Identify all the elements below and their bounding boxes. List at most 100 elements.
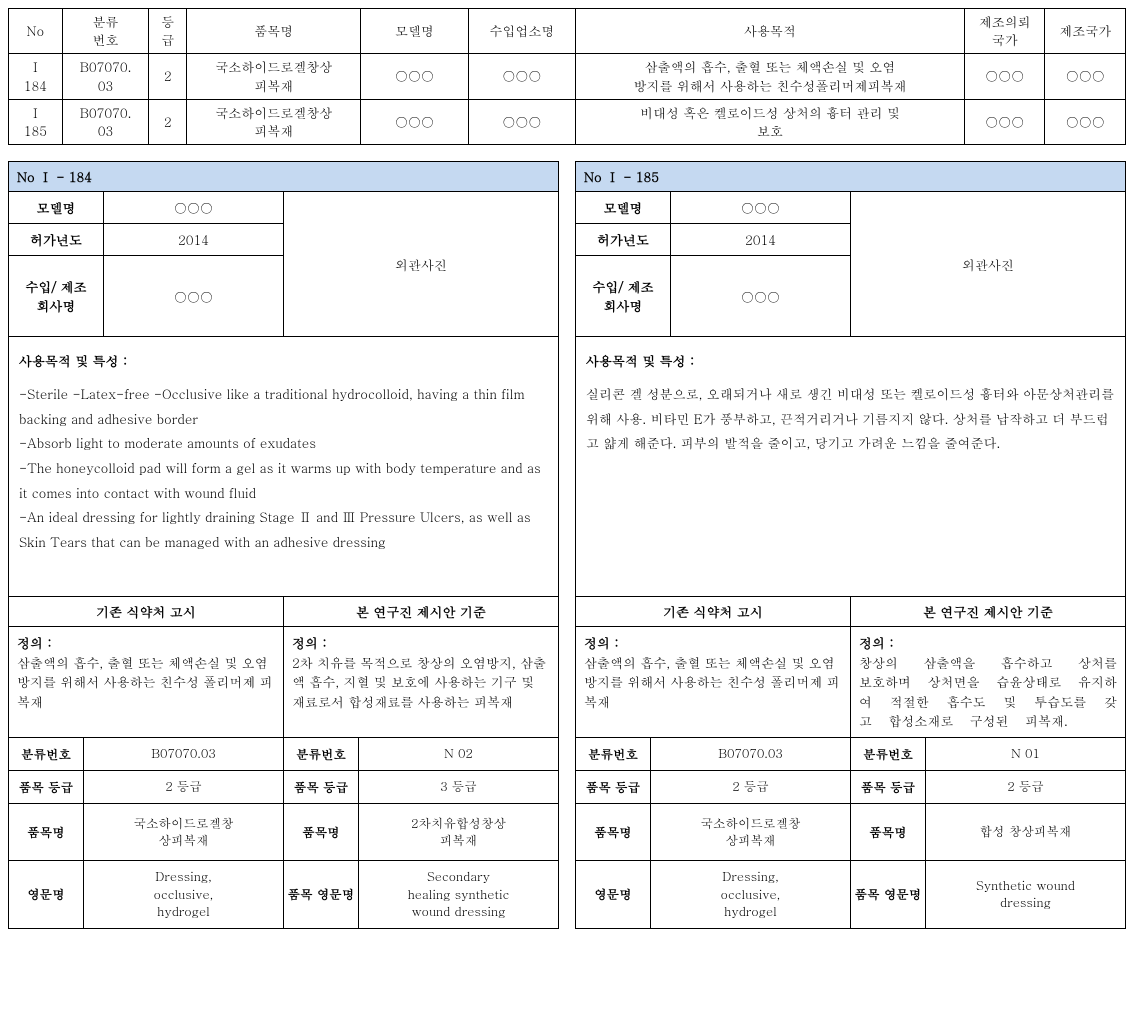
code-val-right: N 01: [926, 738, 1125, 770]
card-title: No Ⅰ - 185: [576, 162, 1125, 192]
definition-row: 정의 : 삼출액의 흡수, 출혈 또는 체액손실 및 오염 방지를 위해서 사용…: [9, 627, 558, 738]
en-label-right: 품목 영문명: [851, 861, 926, 928]
grade-label-right: 품목 등급: [851, 771, 926, 803]
prod-label-left: 품목명: [576, 804, 651, 860]
table-cell: ○○○: [361, 99, 468, 144]
photo-placeholder: 외관사진: [850, 192, 1125, 336]
usage-title: 사용목적 및 특성 :: [586, 349, 1115, 374]
compare-left-title: 기존 식약처 고시: [576, 597, 851, 627]
table-cell: ○○○: [468, 54, 575, 99]
meta-row-company: 수입/ 제조 회사명 ○○○: [9, 256, 283, 336]
meta-section: 모델명 ○○○ 허가년도 2014 수입/ 제조 회사명 ○○○ 외관사진: [576, 192, 1125, 337]
grade-val-right: 3 등급: [359, 771, 558, 803]
def-left-title: 정의 :: [17, 633, 275, 653]
usage-section: 사용목적 및 특성 : -Sterile -Latex-free -Occlus…: [9, 337, 558, 597]
def-left-body: 삼출액의 흡수, 출혈 또는 체액손실 및 오염 방지를 위해서 사용하는 친수…: [17, 653, 275, 712]
model-label: 모델명: [576, 192, 671, 223]
top-header-cell: 모델명: [361, 9, 468, 54]
usage-body: 실리콘 겔 성분으로, 오래되거나 새로 생긴 비대성 또는 켈로이드성 흉터와…: [586, 382, 1115, 456]
def-right-title: 정의 :: [292, 633, 550, 653]
meta-left: 모델명 ○○○ 허가년도 2014 수입/ 제조 회사명 ○○○: [9, 192, 283, 336]
def-right: 정의 : 창상의 삼출액을 흡수하고 상처를 보호하며 상처면을 습윤상태로 유…: [851, 627, 1125, 737]
card-title: No Ⅰ - 184: [9, 162, 558, 192]
company-value: ○○○: [104, 256, 283, 336]
usage-section: 사용목적 및 특성 : 실리콘 겔 성분으로, 오래되거나 새로 생긴 비대성 …: [576, 337, 1125, 597]
code-label-right: 분류번호: [284, 738, 359, 770]
year-label: 허가년도: [9, 224, 104, 255]
meta-row-company: 수입/ 제조 회사명 ○○○: [576, 256, 850, 336]
table-cell: 비대성 혹은 켈로이드성 상처의 흉터 관리 및 보호: [575, 99, 964, 144]
prod-val-right: 2차치유합성창상 피복재: [359, 804, 558, 860]
prod-label-left: 품목명: [9, 804, 84, 860]
table-cell: ○○○: [361, 54, 468, 99]
grade-val-left: 2 등급: [651, 771, 851, 803]
table-cell: 2: [149, 54, 187, 99]
top-header-cell: 등 급: [149, 9, 187, 54]
table-cell: B07070. 03: [62, 99, 149, 144]
table-cell: Ⅰ 184: [9, 54, 63, 99]
top-table-header: No분류 번호등 급품목명모델명수입업소명사용목적제조의뢰 국가제조국가: [9, 9, 1126, 54]
def-left: 정의 : 삼출액의 흡수, 출혈 또는 체액손실 및 오염 방지를 위해서 사용…: [9, 627, 284, 737]
year-value: 2014: [671, 224, 850, 255]
table-cell: B07070. 03: [62, 54, 149, 99]
compare-header: 기존 식약처 고시 본 연구진 제시안 기준: [576, 597, 1125, 627]
top-header-cell: 제조의뢰 국가: [964, 9, 1044, 54]
card-185: No Ⅰ - 185 모델명 ○○○ 허가년도 2014 수입/ 제조 회사명 …: [575, 161, 1126, 929]
compare-right-title: 본 연구진 제시안 기준: [851, 597, 1125, 627]
model-value: ○○○: [671, 192, 850, 223]
def-right: 정의 : 2차 치유를 목적으로 창상의 오염방지, 삼출액 흡수, 지혈 및 …: [284, 627, 558, 737]
grid-row-english: 영문명 Dressing, occlusive, hydrogel 품목 영문명…: [576, 861, 1125, 928]
meta-row-year: 허가년도 2014: [576, 224, 850, 256]
prod-val-right: 합성 창상피복재: [926, 804, 1125, 860]
compare-right-title: 본 연구진 제시안 기준: [284, 597, 558, 627]
code-val-left: B07070.03: [651, 738, 851, 770]
grid-row-grade: 품목 등급 2 등급 품목 등급 2 등급: [576, 771, 1125, 804]
year-label: 허가년도: [576, 224, 671, 255]
grid-row-product: 품목명 국소하이드로겔창 상피복재 품목명 합성 창상피복재: [576, 804, 1125, 861]
card-184: No Ⅰ - 184 모델명 ○○○ 허가년도 2014 수입/ 제조 회사명 …: [8, 161, 559, 929]
en-val-left: Dressing, occlusive, hydrogel: [84, 861, 284, 928]
top-header-cell: No: [9, 9, 63, 54]
top-header-cell: 사용목적: [575, 9, 964, 54]
meta-row-year: 허가년도 2014: [9, 224, 283, 256]
grid-row-english: 영문명 Dressing, occlusive, hydrogel 품목 영문명…: [9, 861, 558, 928]
meta-left: 모델명 ○○○ 허가년도 2014 수입/ 제조 회사명 ○○○: [576, 192, 850, 336]
top-header-cell: 제조국가: [1045, 9, 1126, 54]
company-label: 수입/ 제조 회사명: [576, 256, 671, 336]
grid-row-code: 분류번호 B07070.03 분류번호 N 02: [9, 738, 558, 771]
prod-label-right: 품목명: [851, 804, 926, 860]
grid-row-grade: 품목 등급 2 등급 품목 등급 3 등급: [9, 771, 558, 804]
en-label-left: 영문명: [576, 861, 651, 928]
en-label-right: 품목 영문명: [284, 861, 359, 928]
top-table-body: Ⅰ 184B07070. 032국소하이드로겔창상 피복재○○○○○○삼출액의 …: [9, 54, 1126, 145]
meta-section: 모델명 ○○○ 허가년도 2014 수입/ 제조 회사명 ○○○ 외관사진: [9, 192, 558, 337]
grade-label-left: 품목 등급: [9, 771, 84, 803]
compare-header: 기존 식약처 고시 본 연구진 제시안 기준: [9, 597, 558, 627]
en-val-right: Secondary healing synthetic wound dressi…: [359, 861, 558, 928]
top-classification-table: No분류 번호등 급품목명모델명수입업소명사용목적제조의뢰 국가제조국가 Ⅰ 1…: [8, 8, 1126, 145]
def-left: 정의 : 삼출액의 흡수, 출혈 또는 체액손실 및 오염 방지를 위해서 사용…: [576, 627, 851, 737]
def-right-body: 창상의 삼출액을 흡수하고 상처를 보호하며 상처면을 습윤상태로 유지하여 적…: [859, 653, 1117, 731]
code-label-left: 분류번호: [9, 738, 84, 770]
table-cell: 2: [149, 99, 187, 144]
table-cell: ○○○: [964, 99, 1044, 144]
meta-row-model: 모델명 ○○○: [576, 192, 850, 224]
photo-placeholder: 외관사진: [283, 192, 558, 336]
code-label-left: 분류번호: [576, 738, 651, 770]
table-cell: 국소하이드로겔창상 피복재: [187, 99, 361, 144]
model-label: 모델명: [9, 192, 104, 223]
table-cell: 삼출액의 흡수, 출혈 또는 체액손실 및 오염 방지를 위해서 사용하는 친수…: [575, 54, 964, 99]
code-val-right: N 02: [359, 738, 558, 770]
en-label-left: 영문명: [9, 861, 84, 928]
company-label: 수입/ 제조 회사명: [9, 256, 104, 336]
def-right-body: 2차 치유를 목적으로 창상의 오염방지, 삼출액 흡수, 지혈 및 보호에 사…: [292, 653, 550, 712]
grade-label-right: 품목 등급: [284, 771, 359, 803]
prod-val-left: 국소하이드로겔창 상피복재: [84, 804, 284, 860]
table-cell: Ⅰ 185: [9, 99, 63, 144]
code-val-left: B07070.03: [84, 738, 284, 770]
model-value: ○○○: [104, 192, 283, 223]
def-left-title: 정의 :: [584, 633, 842, 653]
table-cell: ○○○: [1045, 54, 1126, 99]
def-right-title: 정의 :: [859, 633, 1117, 653]
usage-title: 사용목적 및 특성 :: [19, 349, 548, 374]
